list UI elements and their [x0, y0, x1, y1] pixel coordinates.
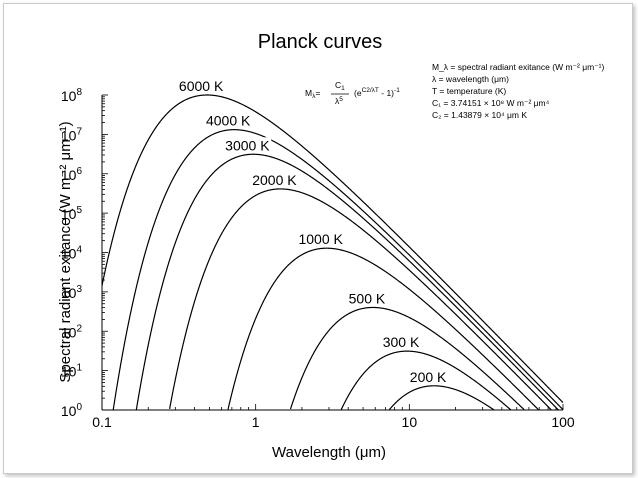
curve-label: 500 K — [349, 290, 386, 306]
curve-label-background — [297, 231, 345, 248]
formula-denominator: λ — [335, 96, 340, 106]
x-axis-label: Wavelength (μm) — [272, 444, 386, 461]
curve-label-background — [177, 77, 225, 94]
curve-label: 4000 K — [206, 113, 251, 129]
chart-title: Planck curves — [258, 31, 383, 53]
curve-label-background — [381, 334, 421, 351]
formula: Mλ= C1 λ5 (eC2/λT - 1)-1 — [305, 80, 400, 106]
x-tick-label: 1 — [252, 414, 260, 430]
note-line: C₂ = 1.43879 × 10⁴ μm K — [432, 110, 527, 120]
curve-label: 200 K — [410, 369, 447, 385]
svg-text:C1: C1 — [335, 80, 345, 92]
formula-denominator-sup: 5 — [339, 96, 343, 103]
planck-curve-line — [340, 350, 512, 411]
note-line: C₁ = 3.74151 × 10⁸ W m⁻² μm⁴ — [432, 98, 550, 108]
y-tick-label: 104 — [61, 245, 83, 262]
y-tick-label: 103 — [61, 284, 83, 301]
y-axis-label: Spectral radiant exitance (W m⁻² μm⁻¹) — [57, 121, 74, 382]
note-line: T = temperature (K) — [432, 86, 506, 96]
formula-lhs: M — [305, 88, 312, 98]
formula-outer-exponent: -1 — [394, 87, 400, 94]
planck-curve-line — [388, 385, 495, 411]
planck-chart: Planck curves Wavelength (μm) Spectral r… — [57, 31, 605, 461]
y-tick-label: 108 — [61, 87, 83, 104]
curve-label-background — [408, 368, 449, 385]
curves — [101, 94, 564, 411]
svg-text:Mλ=: Mλ= — [305, 88, 320, 100]
axes: 0.1 1 10 100 100 101 102 103 104 105 106 107 108 — [61, 87, 575, 430]
y-tick-label: 105 — [61, 205, 83, 222]
planck-curve-line — [227, 247, 539, 411]
formula-paren-close: - 1) — [379, 88, 394, 98]
y-tick-label: 106 — [61, 166, 83, 183]
formula-numerator: C — [335, 80, 341, 90]
svg-text:λ5: λ5 — [335, 96, 343, 106]
x-tick-label: 10 — [402, 414, 418, 430]
planck-curve-line — [289, 306, 525, 411]
note-line: λ = wavelength (μm) — [432, 74, 509, 84]
curve-labels: 6000 K 4000 K 3000 K 2000 K 1000 K 500 K 300 K… — [177, 77, 449, 385]
note-line: M_λ = spectral radiant exitance (W m⁻² μ… — [432, 62, 605, 72]
curve-label: 6000 K — [179, 78, 224, 94]
planck-curve-line — [169, 188, 552, 411]
curve-label-background — [251, 171, 299, 188]
curve-label: 2000 K — [252, 172, 297, 188]
y-tick-label: 101 — [61, 363, 83, 380]
svg-text:(eC2/λT - 1)-1: (eC2/λT - 1)-1 — [354, 87, 400, 98]
curve-label: 1000 K — [298, 231, 343, 247]
planck-curve-line — [135, 153, 559, 411]
formula-numerator-sub: 1 — [341, 85, 345, 92]
y-tick-label: 107 — [61, 126, 83, 143]
curve-label: 300 K — [383, 334, 420, 350]
formula-exponent: C2/λT — [362, 87, 379, 94]
slide-frame: Planck curves Wavelength (μm) Spectral r… — [3, 3, 633, 474]
y-tick-label: 102 — [61, 323, 83, 340]
x-tick-label: 0.1 — [92, 414, 112, 430]
planck-curve-line — [101, 94, 564, 404]
x-tick-label: 100 — [551, 414, 575, 430]
curve-label-background — [224, 137, 272, 154]
curve-label-background — [204, 112, 253, 129]
y-tick-label: 100 — [61, 402, 83, 419]
formula-paren-open: (e — [354, 88, 362, 98]
planck-curve-line — [112, 129, 564, 411]
curve-label-background — [347, 290, 387, 307]
curve-label: 3000 K — [225, 137, 270, 153]
legend-notes: M_λ = spectral radiant exitance (W m⁻² μ… — [432, 62, 605, 120]
formula-lhs-sub: λ — [312, 93, 316, 100]
